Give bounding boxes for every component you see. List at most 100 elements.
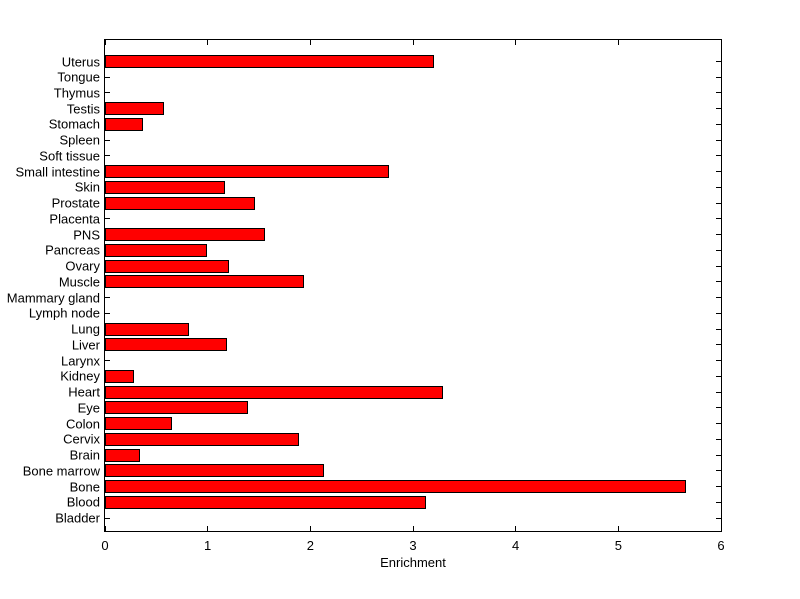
y-tick [716,407,721,409]
y-tick [716,265,721,267]
y-tick-label: Ovary [65,258,100,274]
bar-cervix [105,432,300,446]
y-tick-label: Soft tissue [39,148,100,164]
y-tick [716,61,721,62]
y-tick [716,281,721,283]
bar-blood [105,495,427,509]
x-tick [207,40,209,45]
y-tick [716,470,721,472]
x-tick [309,526,311,531]
y-tick [716,249,721,251]
bar-uterus [105,55,434,68]
y-tick-label: Skin [74,179,100,195]
y-tick-label: Liver [71,337,100,353]
x-tick [617,526,619,531]
bar-pancreas [105,243,207,257]
x-tick-label: 5 [614,538,622,553]
y-tick [716,454,721,456]
y-tick-label: Placenta [49,211,100,227]
bar-eye [105,401,248,415]
y-tick-label: Bladder [55,510,100,526]
y-tick-label: Thymus [53,85,100,101]
y-tick-label: Tongue [57,69,100,85]
y-tick-label: Cervix [63,431,100,447]
y-tick [716,218,721,220]
bar-testis [105,102,164,116]
y-tick-label: Prostate [51,195,100,211]
y-tick-labels: Uterus Tongue Thymus Testis Stomach Spleen Sof… [0,40,100,531]
y-tick [105,139,110,141]
y-tick [716,391,721,393]
y-tick [105,297,110,299]
x-tick-label: 6 [717,538,725,553]
y-tick-label: Larynx [60,353,100,369]
x-tick [207,526,209,531]
bar-stomach [105,117,143,131]
bar-bone-marrow [105,464,324,478]
y-tick [716,139,721,141]
y-tick [105,92,110,94]
y-tick-label: Lung [71,321,100,337]
y-tick [716,312,721,314]
y-tick-label: Brain [69,447,100,463]
y-tick-label: Stomach [48,116,100,132]
bar-pns [105,228,266,242]
bar-liver [105,338,228,352]
y-tick-label: Small intestine [15,164,100,180]
y-tick [716,155,721,157]
y-tick-label: Heart [68,384,100,400]
bar-bone [105,480,687,494]
y-tick [716,92,721,94]
y-tick-label: Mammary gland [6,290,100,306]
y-tick [105,517,110,519]
y-tick-label: Colon [66,416,100,432]
y-tick [716,438,721,440]
plot-area [104,39,722,532]
x-tick [617,40,619,45]
x-tick [309,40,311,45]
x-tick-label: 1 [204,538,212,553]
x-tick-label: 0 [101,538,109,553]
bar-brain [105,448,140,462]
y-tick [716,360,721,362]
y-tick-label: Muscle [58,274,100,290]
y-tick [105,218,110,220]
x-tick [720,40,722,45]
x-tick-label: 2 [306,538,314,553]
y-tick [716,123,721,125]
y-tick-label: Pancreas [45,242,100,258]
bar-lung [105,322,190,336]
y-tick [716,517,721,519]
y-tick-label: Testis [66,101,100,117]
y-tick [105,312,110,314]
y-tick [716,234,721,236]
bar-prostate [105,196,255,210]
y-tick [716,108,721,110]
y-tick [716,202,721,204]
y-tick [716,423,721,425]
y-tick-label: Bone [69,479,100,495]
y-tick [716,328,721,330]
y-tick [716,486,721,488]
x-axis-title: Enrichment [380,555,446,570]
y-tick [716,501,721,503]
y-tick-label: Spleen [59,132,100,148]
x-tick [720,526,722,531]
y-tick-label: Blood [66,494,100,510]
bar-ovary [105,259,230,273]
y-tick-label: PNS [73,227,100,243]
y-tick [716,186,721,188]
x-tick-label: 4 [512,538,520,553]
bar-skin [105,180,226,194]
x-tick [104,526,106,531]
y-tick-label: Kidney [60,368,100,384]
x-tick [104,40,106,45]
y-tick [716,297,721,299]
bar-small-intestine [105,165,390,179]
bar-colon [105,417,172,431]
y-tick-label: Lymph node [28,305,100,321]
y-tick-label: Bone marrow [22,463,100,479]
x-tick [515,40,517,45]
y-tick-label: Eye [77,400,100,416]
